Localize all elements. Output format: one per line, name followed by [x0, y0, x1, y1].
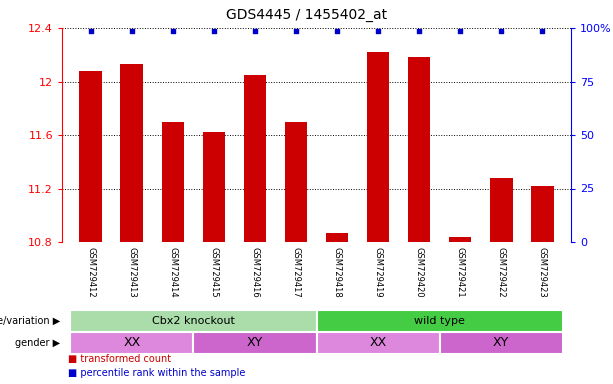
Text: GSM729421: GSM729421: [455, 247, 465, 298]
Bar: [243, 75, 266, 242]
Bar: [490, 178, 512, 242]
Text: GSM729416: GSM729416: [251, 247, 259, 298]
Text: GSM729414: GSM729414: [169, 247, 177, 298]
Text: GDS4445 / 1455402_at: GDS4445 / 1455402_at: [226, 8, 387, 22]
Text: GSM729413: GSM729413: [128, 247, 136, 298]
Bar: [531, 186, 554, 242]
Text: GSM729423: GSM729423: [538, 247, 547, 298]
Bar: [326, 233, 348, 242]
Bar: [367, 52, 389, 242]
Bar: [193, 332, 316, 354]
Text: XX: XX: [123, 336, 140, 349]
Point: [455, 28, 465, 34]
Point: [168, 28, 178, 34]
Text: GSM729415: GSM729415: [210, 247, 218, 298]
Text: GSM729412: GSM729412: [86, 247, 95, 298]
Bar: [121, 64, 143, 242]
Bar: [202, 132, 225, 242]
Bar: [440, 332, 563, 354]
Text: gender ▶: gender ▶: [15, 338, 60, 348]
Text: GSM729420: GSM729420: [414, 247, 424, 298]
Point: [497, 28, 506, 34]
Text: ■ transformed count: ■ transformed count: [68, 354, 171, 364]
Text: GSM729419: GSM729419: [373, 247, 383, 298]
Point: [209, 28, 219, 34]
Point: [332, 28, 342, 34]
Point: [414, 28, 424, 34]
Text: GSM729422: GSM729422: [497, 247, 506, 298]
Point: [127, 28, 137, 34]
Text: GSM729417: GSM729417: [291, 247, 300, 298]
Bar: [449, 237, 471, 242]
Text: Cbx2 knockout: Cbx2 knockout: [152, 316, 235, 326]
Bar: [162, 122, 184, 242]
Point: [250, 28, 260, 34]
Bar: [316, 310, 563, 332]
Text: wild type: wild type: [414, 316, 465, 326]
Text: GSM729418: GSM729418: [332, 247, 341, 298]
Text: XY: XY: [493, 336, 509, 349]
Text: XX: XX: [370, 336, 387, 349]
Point: [538, 28, 547, 34]
Bar: [316, 332, 440, 354]
Bar: [70, 310, 316, 332]
Text: genotype/variation ▶: genotype/variation ▶: [0, 316, 60, 326]
Bar: [408, 58, 430, 242]
Bar: [80, 71, 102, 242]
Point: [291, 28, 301, 34]
Text: XY: XY: [247, 336, 263, 349]
Bar: [70, 332, 193, 354]
Text: ■ percentile rank within the sample: ■ percentile rank within the sample: [68, 368, 245, 378]
Point: [86, 28, 96, 34]
Point: [373, 28, 383, 34]
Bar: [284, 122, 307, 242]
